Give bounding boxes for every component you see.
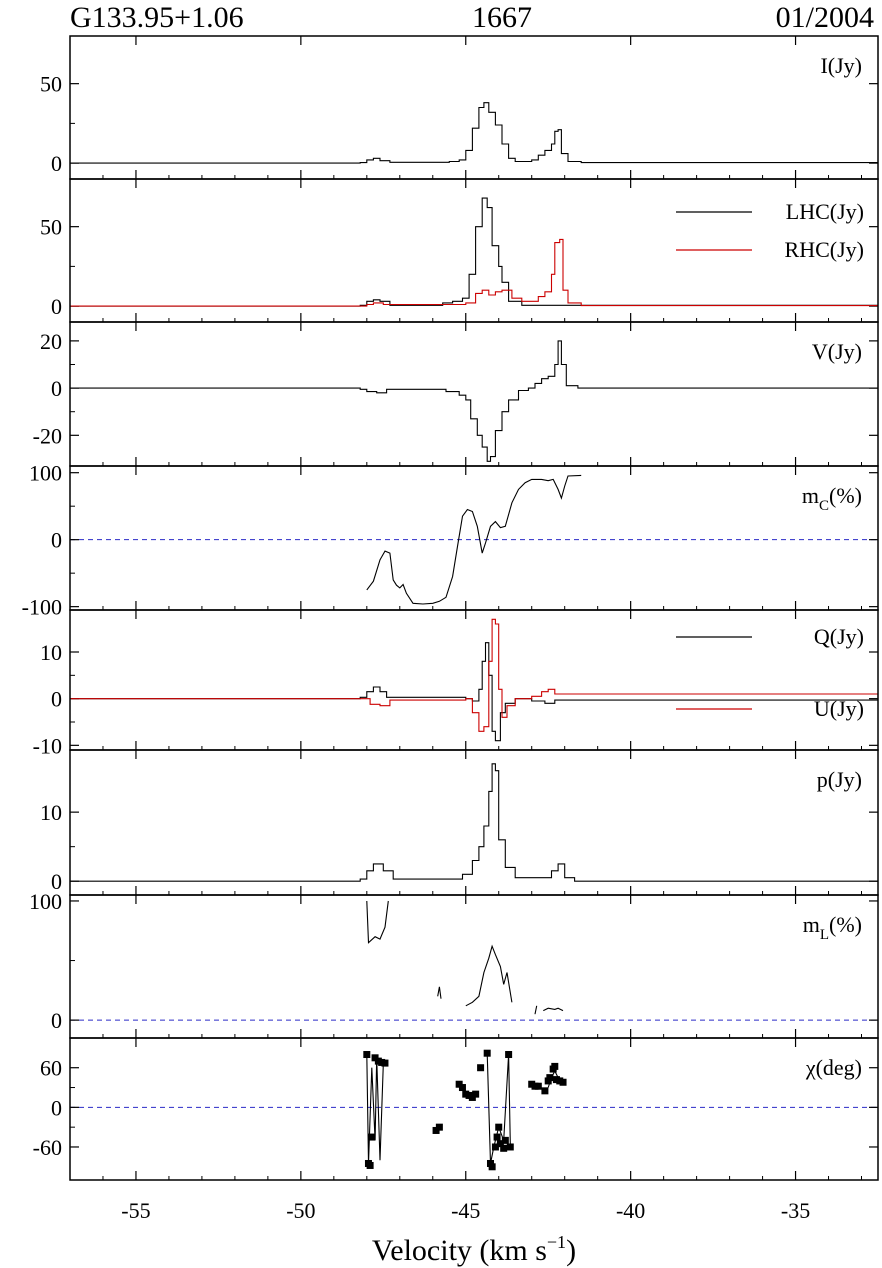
legend-label: Q(Jy)	[814, 624, 864, 649]
panel-frame	[69, 749, 879, 896]
y-tick-label: 0	[51, 151, 62, 176]
panel-frame	[69, 178, 879, 323]
panel-label-mC: mC(%)	[802, 483, 862, 514]
panel-label-mL: mL(%)	[803, 912, 862, 943]
panel-label-chi: χ(deg)	[805, 1055, 862, 1080]
series-line-I-0	[70, 102, 878, 164]
data-point-marker	[506, 1143, 514, 1151]
panel-frame	[69, 321, 879, 467]
frequency-title: 1667	[472, 1, 532, 34]
data-point-marker	[368, 1133, 376, 1141]
series-line-QU-1	[70, 618, 878, 732]
panel-LHCRHC: 0 50 LHC(Jy) RHC(Jy)	[40, 178, 879, 323]
data-point-marker	[495, 1123, 503, 1131]
panel-I: 0 50 I(Jy)	[40, 35, 879, 180]
series-line-mL-0	[366, 900, 389, 944]
panel-frame	[69, 1037, 879, 1181]
series-line-mL-1	[437, 986, 442, 999]
data-point-marker	[488, 1163, 496, 1171]
x-tick-label: -50	[286, 1198, 315, 1223]
series-line-mC-0	[366, 474, 582, 605]
data-point-marker	[435, 1123, 443, 1131]
series-line-p-0	[70, 763, 878, 882]
y-tick-label: -100	[22, 595, 62, 620]
series-line-mL-4	[543, 1007, 564, 1012]
series-line-QU-0	[70, 642, 878, 742]
panel-frame	[69, 35, 879, 180]
source-title: G133.95+1.06	[70, 1, 244, 34]
y-tick-label: 100	[29, 889, 62, 914]
data-point-marker	[501, 1136, 509, 1144]
x-tick-label: -55	[121, 1198, 150, 1223]
data-point-marker	[505, 1051, 513, 1059]
y-tick-label: 10	[40, 640, 62, 665]
series-line-LHCRHC-0	[70, 197, 878, 307]
legend-label: RHC(Jy)	[785, 237, 864, 262]
series-line-mL-3	[534, 1005, 538, 1015]
series-line-V-0	[70, 340, 878, 462]
panel-mC: 100 0 -100 mC(%)	[22, 461, 879, 620]
y-tick-label: 0	[51, 1008, 62, 1033]
series-line-chi-0	[366, 1054, 387, 1164]
panel-mL: 100 0 mL(%)	[29, 889, 879, 1039]
y-tick-label: 0	[51, 528, 62, 553]
y-tick-label: 100	[29, 461, 62, 486]
epoch-title: 01/2004	[776, 1, 874, 34]
y-tick-label: -20	[33, 423, 62, 448]
data-point-marker	[496, 1140, 504, 1148]
panel-label-V: V(Jy)	[812, 339, 862, 364]
legend-label: U(Jy)	[814, 696, 864, 721]
data-point-marker	[534, 1082, 542, 1090]
x-tick-label: -45	[451, 1198, 480, 1223]
data-point-marker	[477, 1064, 485, 1072]
y-tick-label: 0	[51, 1095, 62, 1120]
y-tick-label: 0	[51, 294, 62, 319]
panel-p: 10 0 p(Jy)	[40, 749, 879, 896]
y-tick-label: 10	[40, 800, 62, 825]
panel-chi: 60 0 -60 χ(deg)	[33, 1037, 879, 1181]
data-point-marker	[546, 1074, 554, 1082]
panel-QU: 10 0 -10 Q(Jy) U(Jy)	[33, 609, 879, 758]
y-tick-label: 50	[40, 215, 62, 240]
y-tick-label: 50	[40, 72, 62, 97]
y-tick-label: 0	[51, 869, 62, 894]
legend-label: LHC(Jy)	[786, 199, 864, 224]
panel-label-I: I(Jy)	[820, 53, 862, 78]
data-point-marker	[559, 1078, 567, 1086]
x-axis-label: Velocity (km s−1)	[372, 1232, 576, 1267]
panel-label-p: p(Jy)	[817, 767, 862, 792]
y-tick-label: 20	[40, 329, 62, 354]
data-point-marker	[483, 1049, 491, 1057]
x-tick-label: -40	[616, 1198, 645, 1223]
data-point-marker	[493, 1133, 501, 1141]
y-tick-label: 0	[51, 687, 62, 712]
x-tick-label: -35	[781, 1198, 810, 1223]
data-point-marker	[500, 1144, 508, 1152]
data-point-marker	[366, 1161, 374, 1169]
panel-V: 20 0 -20 V(Jy)	[33, 321, 879, 467]
data-point-marker	[472, 1090, 480, 1098]
series-line-mL-2	[465, 944, 513, 1007]
panel-frame	[69, 609, 879, 751]
data-point-marker	[541, 1087, 549, 1095]
data-point-marker	[381, 1059, 389, 1067]
series-line-LHCRHC-1	[70, 238, 878, 307]
y-tick-label: -10	[33, 733, 62, 758]
data-point-marker	[458, 1084, 466, 1092]
y-tick-label: 0	[51, 376, 62, 401]
panel-frame	[69, 894, 879, 1039]
y-tick-label: 60	[40, 1056, 62, 1081]
data-point-marker	[363, 1051, 371, 1059]
panel-frame	[69, 465, 879, 611]
y-tick-label: -60	[33, 1135, 62, 1160]
data-point-marker	[551, 1062, 559, 1070]
data-point-marker	[491, 1143, 499, 1151]
